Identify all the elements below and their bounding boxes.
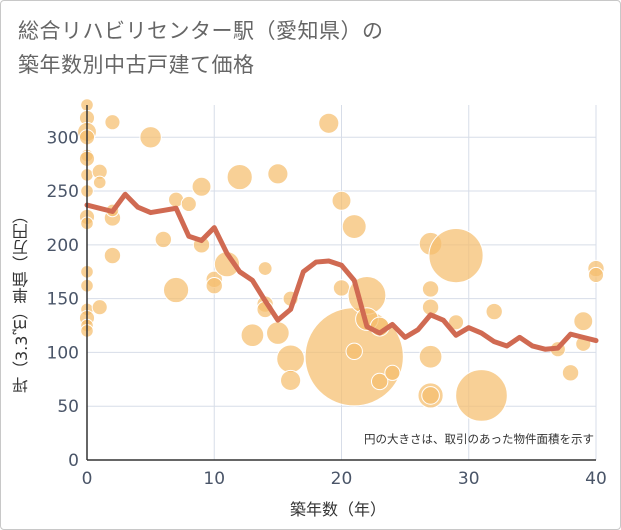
bubble-point[interactable] [341,214,367,240]
bubble-point[interactable] [226,163,253,191]
x-axis-title: 築年数（年） [290,500,387,519]
bubble-point[interactable] [103,246,122,265]
bubble-point[interactable] [180,195,197,213]
y-tick-label: 150 [47,290,79,310]
size-legend-note: 円の大きさは、取引のあった物件面積を示す [364,432,594,446]
bubble-point[interactable] [573,311,594,332]
bubble-point[interactable] [345,342,363,361]
x-tick-label: 30 [458,469,480,489]
bubble-point[interactable] [139,126,162,149]
bubble-point[interactable] [331,190,352,211]
bubble-point[interactable] [447,314,465,331]
bubble-point[interactable] [92,175,107,190]
bubble-point[interactable] [561,364,580,382]
y-tick-label: 300 [47,128,79,148]
y-axis-title: 坪（3.3㎡）単価（万円） [12,207,31,393]
bubble-point[interactable] [428,228,484,284]
tick-labels: 0 50 100 150 200 250 300 0 10 20 30 40 [47,128,607,489]
trend-line-group [84,191,599,352]
bubble-point[interactable] [280,369,302,391]
axes [86,105,596,461]
y-tick-label: 0 [68,451,79,471]
bubble-point[interactable] [205,277,223,295]
bubble-point[interactable] [384,364,401,381]
chart-title-line-2: 築年数別中古戸建て価格 [18,53,255,77]
bubble-point[interactable] [257,261,273,276]
bubble-point[interactable] [455,369,508,422]
y-tick-label: 50 [57,397,79,417]
bubble-point[interactable] [418,344,443,369]
bubble-point[interactable] [91,299,108,316]
bubble-point[interactable] [421,280,440,298]
bubble-point[interactable] [332,279,351,297]
trend-line [84,191,599,352]
y-tick-label: 200 [47,236,79,256]
bubble-point[interactable] [154,230,173,249]
x-tick-label: 40 [585,469,607,489]
x-tick-label: 20 [331,469,353,489]
chart-title: 総合リハビリセンター駅（愛知県）の 築年数別中古戸建て価格 [18,14,384,82]
bubble-point[interactable] [485,302,503,321]
bubble-point[interactable] [191,176,212,197]
bubble-point[interactable] [104,114,121,131]
y-tick-label: 250 [47,182,79,202]
y-tick-label: 100 [47,343,79,363]
bubble-series [77,98,605,422]
bubble-point[interactable] [587,266,605,284]
bubble-point[interactable] [276,344,305,374]
bubble-point[interactable] [318,112,340,134]
bubble-point[interactable] [266,321,290,345]
bubble-point[interactable] [267,163,289,185]
bubble-point[interactable] [240,323,265,348]
x-tick-label: 10 [203,469,225,489]
bubble-point[interactable] [370,372,389,391]
x-tick-label: 0 [82,469,93,489]
chart-title-line-1: 総合リハビリセンター駅（愛知県）の [18,19,384,43]
bubble-point[interactable] [421,386,440,405]
bubble-point[interactable] [162,276,190,304]
